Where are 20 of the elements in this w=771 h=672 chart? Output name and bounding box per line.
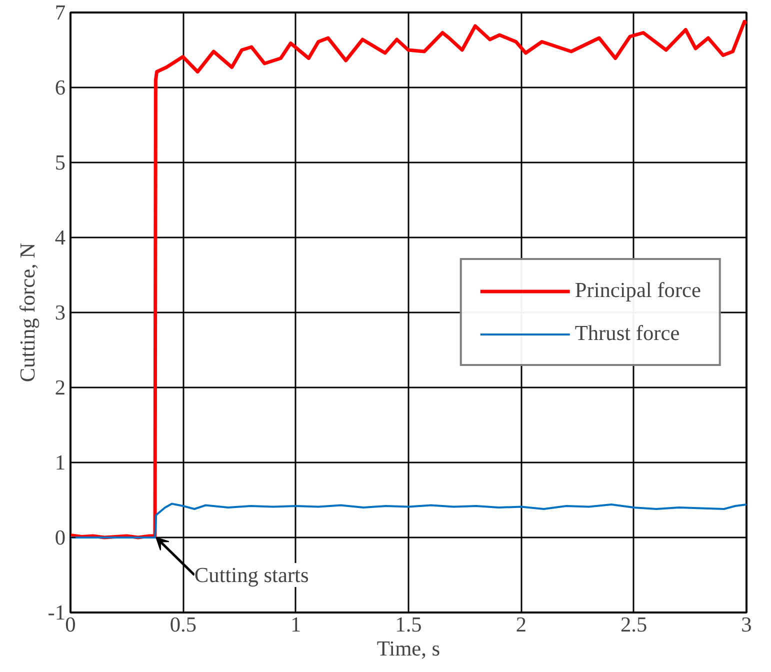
y-axis-title: Cutting force, N [16, 242, 40, 382]
annotation: Cutting starts [194, 563, 309, 587]
y-tick-label: 0 [54, 526, 66, 550]
y-tick-label: 3 [54, 300, 66, 324]
y-tick-label: 4 [54, 226, 66, 250]
y-tick-label: 2 [54, 376, 66, 400]
x-tick-label: 1.5 [395, 612, 422, 636]
y-tick-label: -1 [48, 600, 66, 624]
x-tick-label: 2.5 [620, 612, 648, 636]
x-tick-label: 0.5 [170, 612, 197, 636]
y-tick-label: 1 [54, 450, 66, 474]
x-tick-label: 3 [741, 612, 752, 636]
x-tick-label: 1 [290, 612, 302, 636]
x-tick-label: 2 [516, 612, 527, 636]
legend-label: Principal force [574, 278, 701, 303]
legend-label: Thrust force [574, 321, 680, 346]
y-tick-label: 5 [54, 150, 66, 174]
x-axis-title: Time, s [376, 636, 440, 660]
y-tick-label: 7 [54, 0, 66, 24]
y-tick-label: 6 [54, 76, 66, 100]
